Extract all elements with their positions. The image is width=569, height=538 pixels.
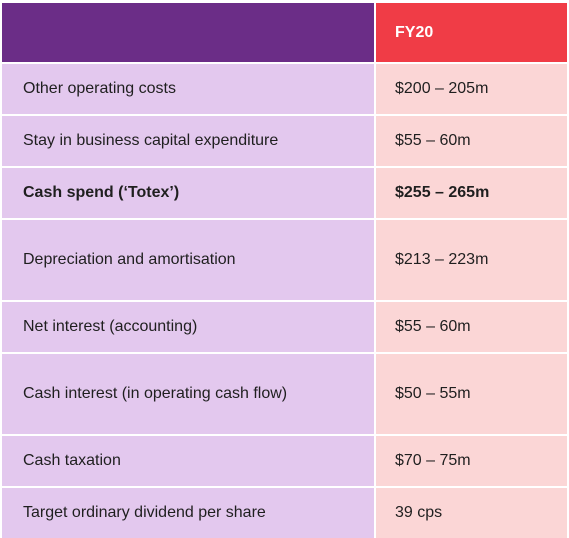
table-row: Stay in business capital expenditure $55… bbox=[2, 116, 567, 168]
row-value: $55 – 60m bbox=[376, 302, 567, 352]
header-label-cell bbox=[2, 3, 376, 62]
row-value: $50 – 55m bbox=[376, 354, 567, 434]
row-label: Cash taxation bbox=[2, 436, 376, 486]
table-row: Cash interest (in operating cash flow) $… bbox=[2, 354, 567, 436]
table-row: Target ordinary dividend per share 39 cp… bbox=[2, 488, 567, 538]
row-value: $55 – 60m bbox=[376, 116, 567, 166]
row-value-totex: $255 – 265m bbox=[376, 168, 567, 218]
guidance-table: FY20 Other operating costs $200 – 205m S… bbox=[2, 3, 567, 538]
table-row: Depreciation and amortisation $213 – 223… bbox=[2, 220, 567, 302]
row-label: Other operating costs bbox=[2, 64, 376, 114]
table-row: Other operating costs $200 – 205m bbox=[2, 64, 567, 116]
header-fy20-cell: FY20 bbox=[376, 3, 567, 62]
row-label: Depreciation and amortisation bbox=[2, 220, 376, 300]
row-label: Cash interest (in operating cash flow) bbox=[2, 354, 376, 434]
row-label-totex: Cash spend (‘Totex’) bbox=[2, 168, 376, 218]
table-header-row: FY20 bbox=[2, 3, 567, 64]
table-row: Net interest (accounting) $55 – 60m bbox=[2, 302, 567, 354]
row-label: Net interest (accounting) bbox=[2, 302, 376, 352]
table-row: Cash spend (‘Totex’) $255 – 265m bbox=[2, 168, 567, 220]
row-value: $213 – 223m bbox=[376, 220, 567, 300]
table-row: Cash taxation $70 – 75m bbox=[2, 436, 567, 488]
row-value: 39 cps bbox=[376, 488, 567, 538]
row-label: Stay in business capital expenditure bbox=[2, 116, 376, 166]
row-value: $200 – 205m bbox=[376, 64, 567, 114]
row-label: Target ordinary dividend per share bbox=[2, 488, 376, 538]
row-value: $70 – 75m bbox=[376, 436, 567, 486]
